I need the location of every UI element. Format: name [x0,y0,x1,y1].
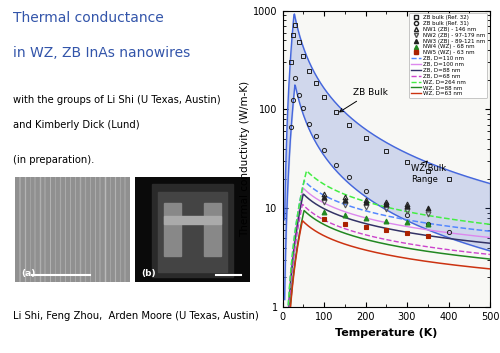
Text: (b): (b) [141,269,156,278]
Text: in WZ, ZB InAs nanowires: in WZ, ZB InAs nanowires [13,46,190,60]
Y-axis label: Thermal conductivity (W/m-K): Thermal conductivity (W/m-K) [240,81,250,237]
Text: Li Shi, Feng Zhou,  Arden Moore (U Texas, Austin): Li Shi, Feng Zhou, Arden Moore (U Texas,… [13,311,259,321]
Bar [204,203,221,256]
Text: and Kimberly Dick (Lund): and Kimberly Dick (Lund) [13,120,140,130]
X-axis label: Temperature (K): Temperature (K) [335,328,438,337]
Text: (a): (a) [21,269,35,278]
Text: WZ Bulk
Range: WZ Bulk Range [411,164,446,185]
Legend: ZB bulk (Ref. 32), ZB bulk (Ref. 31), NW1 (ZB) - 146 nm, NW2 (ZB) - 97-179 nm, N: ZB bulk (Ref. 32), ZB bulk (Ref. 31), NW… [409,13,487,98]
Text: (in preparation).: (in preparation). [13,155,94,165]
Bar [164,216,221,224]
Text: ZB Bulk: ZB Bulk [340,88,388,112]
Bar [164,203,181,256]
Bar [158,192,227,272]
Bar [152,184,233,277]
Text: with the groups of Li Shi (U Texas, Austin): with the groups of Li Shi (U Texas, Aust… [13,95,220,105]
Text: Thermal conductance: Thermal conductance [13,11,164,25]
